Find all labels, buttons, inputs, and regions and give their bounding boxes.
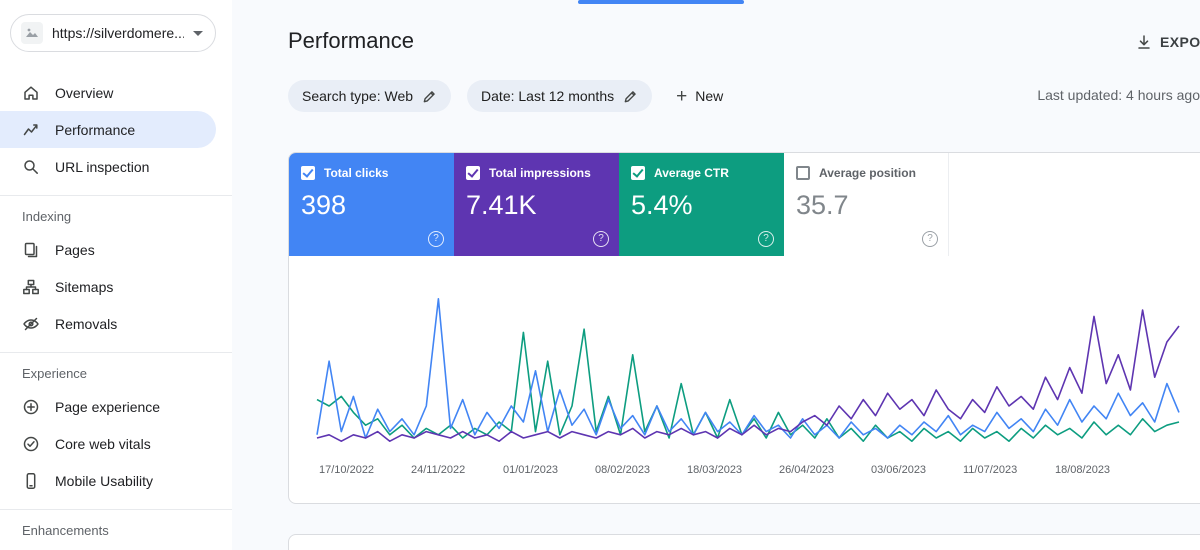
search-icon: [22, 158, 40, 176]
filters-row: Search type: Web Date: Last 12 months + …: [288, 80, 1200, 112]
metric-value: 7.41K: [466, 190, 537, 220]
metric-value: 5.4%: [631, 190, 693, 220]
property-label: https://silverdomere...: [52, 25, 184, 41]
metric-label: Average position: [819, 166, 916, 180]
sitemaps-icon: [22, 278, 40, 296]
help-icon[interactable]: ?: [428, 231, 444, 247]
chart-canvas: [316, 298, 1180, 442]
sidebar-item-url-inspection[interactable]: URL inspection: [0, 148, 232, 185]
sidebar-item-removals[interactable]: Removals: [0, 305, 232, 342]
metric-label: Total clicks: [324, 166, 389, 180]
last-updated-text: Last updated: 4 hours ago: [1037, 87, 1200, 103]
section-title: Enhancements: [22, 523, 109, 538]
x-axis-label: 18/08/2023: [1055, 464, 1111, 476]
export-button[interactable]: EXPORT: [1135, 33, 1200, 51]
sidebar-item-sitemaps[interactable]: Sitemaps: [0, 268, 232, 305]
checkbox-checked-icon[interactable]: [631, 166, 645, 180]
plus-icon: +: [676, 85, 688, 107]
main-content: Performance EXPORT Search type: Web Date…: [232, 0, 1200, 550]
checkbox-checked-icon[interactable]: [466, 166, 480, 180]
sidebar-item-label: Pages: [55, 241, 95, 258]
checkbox-checked-icon[interactable]: [301, 166, 315, 180]
sidebar-item-label: URL inspection: [55, 158, 150, 175]
sidebar-item-page-experience[interactable]: Page experience: [0, 388, 232, 425]
chip-label: Search type: Web: [302, 88, 414, 104]
download-icon: [1138, 35, 1150, 49]
sidebar-item-label: Overview: [55, 84, 114, 101]
new-label: New: [695, 88, 724, 104]
performance-icon: [22, 121, 40, 139]
sidebar-item-label: Page experience: [55, 398, 161, 415]
sidebar-item-label: Removals: [55, 315, 118, 332]
sidebar-section-experience: Experience Page experience Core web vita…: [0, 352, 232, 499]
filter-chip-date[interactable]: Date: Last 12 months: [467, 80, 653, 112]
metric-label: Total impressions: [489, 166, 591, 180]
property-selector[interactable]: https://silverdomere...: [10, 14, 216, 52]
section-title: Experience: [22, 366, 88, 381]
x-axis-label: 18/03/2023: [687, 464, 743, 476]
sidebar-nav: Overview Performance URL inspection: [0, 74, 232, 185]
x-axis-label: 08/02/2023: [595, 464, 651, 476]
chip-label: Date: Last 12 months: [481, 88, 615, 104]
x-axis: 17/10/2022 24/11/2022 01/01/2023 08/02/2023…: [313, 462, 1183, 482]
section-title: Indexing: [22, 209, 72, 224]
sidebar: https://silverdomere... Overview Perform…: [0, 0, 232, 550]
sidebar-item-label: Performance: [55, 121, 136, 138]
page-experience-icon: [22, 398, 40, 416]
sidebar-item-pages[interactable]: Pages: [0, 231, 232, 268]
metric-tile-total-impressions[interactable]: Total impressions 7.41K ?: [454, 153, 619, 256]
metric-value: 35.7: [796, 190, 849, 220]
home-icon: [22, 84, 40, 102]
sidebar-item-overview[interactable]: Overview: [0, 74, 232, 111]
metric-label: Average CTR: [654, 166, 729, 180]
x-axis-label: 01/01/2023: [503, 464, 559, 476]
x-axis-label: 17/10/2022: [319, 464, 375, 476]
page-title: Performance: [288, 28, 414, 53]
loading-indicator: [578, 0, 744, 4]
help-icon[interactable]: ?: [922, 231, 938, 247]
sidebar-item-label: Sitemaps: [55, 278, 114, 295]
sidebar-item-performance[interactable]: Performance: [0, 111, 216, 148]
sidebar-section-indexing: Indexing Pages Sitemaps Removals: [0, 195, 232, 342]
x-axis-label: 24/11/2022: [411, 464, 466, 476]
metric-tile-total-clicks[interactable]: Total clicks 398 ?: [289, 153, 454, 256]
core-web-vitals-icon: [22, 435, 40, 453]
sidebar-item-mobile-usability[interactable]: Mobile Usability: [0, 462, 232, 499]
export-label: EXPORT: [1160, 34, 1200, 50]
performance-line-chart: 17/10/2022 24/11/2022 01/01/2023 08/02/2023…: [313, 286, 1200, 482]
edit-pencil-icon: [423, 90, 435, 102]
metric-tile-average-ctr[interactable]: Average CTR 5.4% ?: [619, 153, 784, 256]
x-axis-label: 26/04/2023: [779, 464, 835, 476]
queries-table-card: [288, 534, 1200, 550]
help-icon[interactable]: ?: [758, 231, 774, 247]
metric-value: 398: [301, 190, 347, 220]
x-axis-label: 11/07/2023: [963, 464, 1018, 476]
removals-icon: [22, 315, 40, 333]
checkbox-unchecked-icon[interactable]: [796, 166, 810, 180]
sidebar-item-label: Mobile Usability: [55, 472, 154, 489]
help-icon[interactable]: ?: [593, 231, 609, 247]
new-filter-button[interactable]: + New: [676, 87, 723, 106]
chevron-down-icon: [193, 30, 203, 36]
performance-card: Total clicks 398 ? Total impressions 7.4…: [288, 152, 1200, 504]
edit-pencil-icon: [624, 90, 636, 102]
metric-tile-average-position[interactable]: Average position 35.7 ?: [784, 153, 949, 256]
sidebar-item-label: Core web vitals: [55, 435, 151, 452]
pages-icon: [22, 241, 40, 259]
mobile-usability-icon: [22, 472, 40, 490]
site-thumbnail-icon: [21, 22, 43, 44]
filter-chip-search-type[interactable]: Search type: Web: [288, 80, 452, 112]
x-axis-label: 03/06/2023: [871, 464, 927, 476]
sidebar-section-enhancements: Enhancements: [0, 509, 232, 545]
metric-tiles: Total clicks 398 ? Total impressions 7.4…: [289, 153, 1200, 256]
sidebar-item-core-web-vitals[interactable]: Core web vitals: [0, 425, 232, 462]
